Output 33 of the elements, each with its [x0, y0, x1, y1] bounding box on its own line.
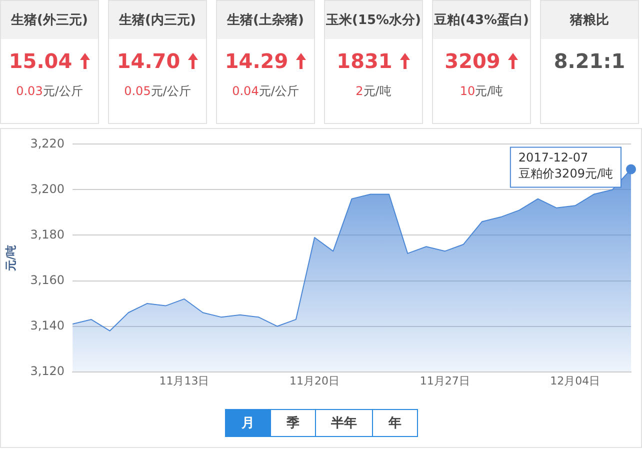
y-tick-label: 3,180 — [30, 227, 65, 242]
category-label: 生猪(外三元) — [1, 1, 98, 39]
text: 14.70 — [116, 49, 180, 73]
annotation: 2017-12-07 豆粕价3209元/吨 — [518, 150, 614, 180]
x-tick-label: 12月04日 — [550, 374, 600, 388]
text: 10元/吨 — [458, 83, 504, 100]
category-label: 猪粮比 — [541, 1, 638, 39]
y-axis-title: 元/吨 — [4, 244, 18, 272]
category-label: 生猪(土杂猪) — [217, 1, 314, 39]
text: 年 — [372, 410, 417, 436]
category-label: 豆粕(43%蛋白) — [433, 1, 530, 39]
y-tick-label: 3,220 — [30, 136, 65, 150]
text: 15.04 — [8, 49, 72, 73]
text: 0.04元/公斤 — [231, 83, 300, 100]
text: 1831 — [336, 49, 392, 73]
text: 半年 — [315, 410, 372, 436]
x-tick-label: 11月13日 — [159, 374, 210, 388]
category-label: 玉米(15%水分) — [325, 1, 422, 39]
text: 3209 — [444, 49, 500, 73]
y-tick-label: 3,160 — [30, 272, 65, 287]
text: 14.29 — [224, 49, 288, 73]
category-label: 生猪(内三元) — [109, 1, 206, 39]
y-tick-label: 3,200 — [30, 182, 65, 196]
text: 8.21:1 — [554, 49, 626, 73]
x-tick-label: 11月20日 — [290, 374, 340, 388]
text: 季 — [270, 410, 315, 436]
y-tick-label: 3,120 — [30, 364, 65, 378]
text: 2元/吨 — [354, 83, 392, 100]
x-tick-label: 11月27日 — [420, 374, 470, 388]
text: 0.03元/公斤 — [15, 83, 84, 100]
text: 月 — [226, 410, 270, 436]
text: 0.05元/公斤 — [123, 83, 192, 100]
y-tick-label: 3,140 — [30, 318, 65, 332]
